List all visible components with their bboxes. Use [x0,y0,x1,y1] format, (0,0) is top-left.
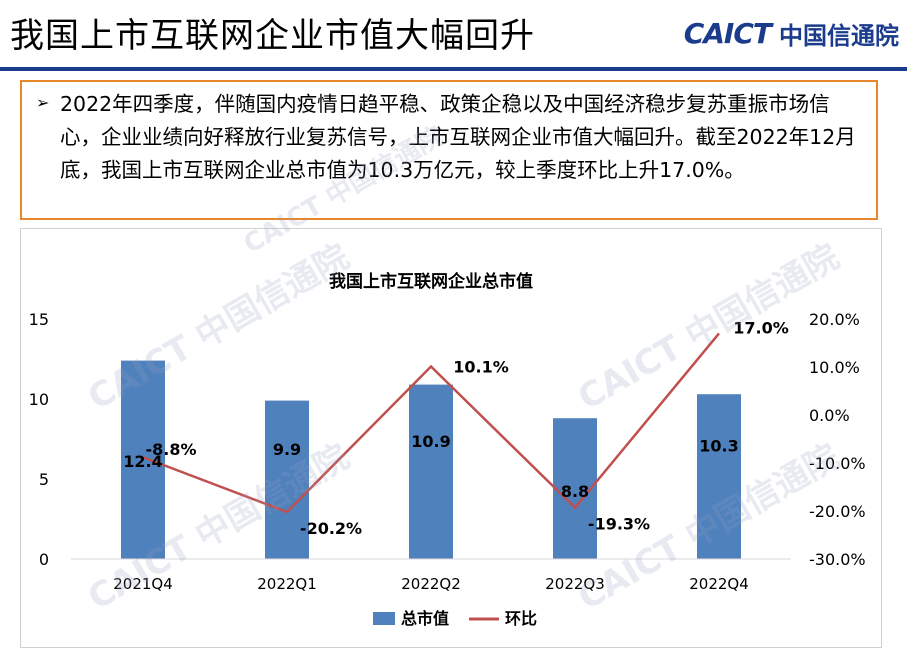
line-data-label: -20.2% [300,519,362,538]
y-right-tick-label: -20.0% [809,502,866,521]
y-left-tick-label: 5 [39,470,49,489]
x-tick-label: 2022Q2 [401,575,461,593]
bar-data-label: 12.4 [123,452,162,471]
bar-total-market-value [409,384,453,559]
legend-label-bar: 总市值 [401,609,449,628]
summary-text: 2022年四季度，伴随国内疫情日趋平稳、政策企稳以及中国经济稳步复苏重振市场信心… [60,92,856,182]
x-tick-label: 2021Q4 [113,575,173,593]
y-right-tick-label: -10.0% [809,454,866,473]
bar-data-label: 10.9 [411,432,450,451]
bar-data-label: 9.9 [273,440,301,459]
line-data-label: -8.8% [145,440,196,459]
y-right-tick-label: -30.0% [809,550,866,569]
caict-logo: CAICT 中国信通院 [684,16,899,51]
y-right-tick-label: 0.0% [809,406,850,425]
bar-total-market-value [121,360,165,559]
logo-text-cn: 中国信通院 [779,22,899,50]
y-left-tick-label: 15 [29,310,49,329]
bar-total-market-value [265,400,309,559]
y-right-tick-label: 20.0% [809,310,860,329]
legend-swatch-bar [373,612,395,625]
page-title: 我国上市互联网企业市值大幅回升 [10,16,535,56]
legend-label-line: 环比 [505,609,537,628]
bar-data-label: 10.3 [699,437,738,456]
summary-box: ➢ 2022年四季度，伴随国内疫情日趋平稳、政策企稳以及中国经济稳步复苏重振市场… [20,80,878,220]
line-data-label: 17.0% [733,318,789,337]
y-left-tick-label: 10 [29,390,49,409]
title-divider [0,67,907,71]
bullet-arrow-icon: ➢ [36,93,50,112]
y-right-tick-label: 10.0% [809,358,860,377]
y-left-tick-label: 0 [39,550,49,569]
line-data-label: -19.3% [588,515,650,534]
chart-title: 我国上市互联网企业总市值 [329,271,533,292]
x-tick-label: 2022Q3 [545,575,605,593]
chart-svg: 我国上市互联网企业总市值 0 5 10 15 -30.0% -20.0% -10.0% 0.0%… [29,271,866,628]
chart-frame: 我国上市互联网企业总市值 0 5 10 15 -30.0% -20.0% -10.0% 0.0%… [20,228,882,648]
x-tick-label: 2022Q4 [689,575,749,593]
line-qoq-growth [142,332,720,514]
line-data-label: 10.1% [453,358,509,377]
x-tick-label: 2022Q1 [257,575,317,593]
logo-text-en: CAICT [683,17,772,50]
bar-total-market-value [697,394,741,559]
bar-data-label: 8.8 [561,482,589,501]
